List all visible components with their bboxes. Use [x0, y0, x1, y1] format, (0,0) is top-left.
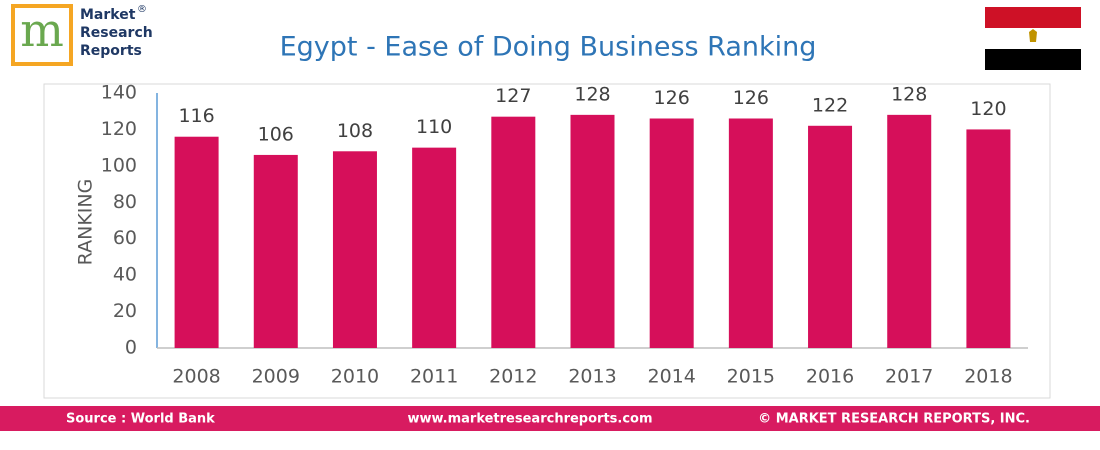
bar — [966, 129, 1011, 348]
x-tick-label: 2009 — [252, 366, 300, 388]
bar — [887, 114, 932, 348]
y-tick-label: 120 — [101, 118, 137, 140]
bar — [728, 118, 773, 348]
x-tick-label: 2016 — [806, 366, 854, 388]
bar — [649, 118, 694, 348]
x-tick-label: 2010 — [331, 366, 379, 388]
footer-bar — [0, 406, 1100, 431]
x-tick-label: 2014 — [648, 366, 696, 388]
value-label: 116 — [178, 105, 214, 127]
logo-registered: ® — [137, 4, 147, 15]
bar — [174, 136, 219, 348]
value-label: 120 — [970, 98, 1006, 120]
y-tick-label: 80 — [113, 191, 137, 213]
value-label: 122 — [812, 94, 848, 116]
logo-text: Reports — [80, 43, 142, 59]
x-tick-label: 2017 — [885, 366, 933, 388]
logo-mark: m — [20, 3, 64, 57]
x-tick-label: 2013 — [568, 366, 616, 388]
value-label: 110 — [416, 116, 452, 138]
value-label: 108 — [337, 120, 373, 142]
logo-box — [11, 4, 73, 66]
flag — [985, 7, 1081, 70]
bar — [412, 147, 457, 348]
logo-text: Market — [80, 7, 136, 23]
x-tick-label: 2012 — [489, 366, 537, 388]
bar — [253, 154, 298, 348]
value-label: 127 — [495, 85, 531, 107]
y-tick-label: 20 — [113, 300, 137, 322]
bar — [332, 151, 377, 348]
bar — [570, 114, 615, 348]
value-label: 128 — [574, 83, 610, 105]
value-label: 126 — [733, 87, 769, 109]
chart-title: Egypt - Ease of Doing Business Ranking — [280, 32, 817, 63]
y-tick-label: 100 — [101, 154, 137, 176]
y-tick-label: 40 — [113, 264, 137, 286]
y-axis-label: RANKING — [75, 179, 97, 266]
y-tick-label: 140 — [101, 82, 137, 104]
x-tick-label: 2008 — [172, 366, 220, 388]
logo-text: Research — [80, 25, 153, 41]
value-label: 106 — [258, 123, 294, 145]
x-tick-label: 2011 — [410, 366, 458, 388]
chart-frame — [43, 83, 1051, 399]
footer-copyright: © MARKET RESEARCH REPORTS, INC. — [758, 412, 1030, 427]
x-tick-label: 2015 — [727, 366, 775, 388]
y-tick-label: 60 — [113, 227, 137, 249]
value-label: 126 — [654, 87, 690, 109]
x-tick-label: 2018 — [964, 366, 1012, 388]
value-label: 128 — [891, 83, 927, 105]
bar — [491, 116, 536, 348]
footer-source: Source : World Bank — [66, 412, 215, 427]
y-tick-label: 0 — [125, 337, 137, 359]
footer-website: www.marketresearchreports.com — [407, 412, 652, 427]
bar — [808, 125, 853, 349]
